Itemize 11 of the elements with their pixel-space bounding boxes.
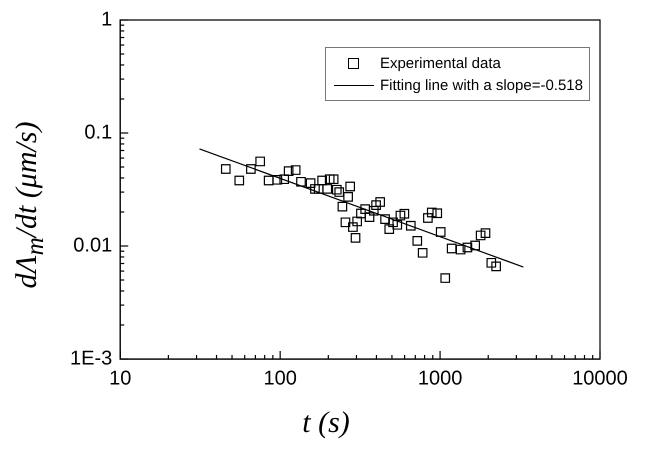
x-axis-title: t (s) (301, 406, 351, 440)
y-tick-label: 0.1 (84, 122, 112, 144)
legend-label: Experimental data (380, 54, 501, 72)
x-tick-label: 1000 (418, 368, 462, 390)
x-tick-label: 10 (109, 368, 132, 390)
x-tick-label: 100 (263, 368, 297, 390)
x-tick-label: 10000 (572, 368, 628, 390)
y-tick-label: 1 (101, 8, 112, 31)
y-tick-label: 1E-3 (70, 348, 112, 370)
y-tick-label: 0.01 (73, 234, 112, 257)
legend-label: Fitting line with a slope=-0.518 (380, 76, 583, 94)
